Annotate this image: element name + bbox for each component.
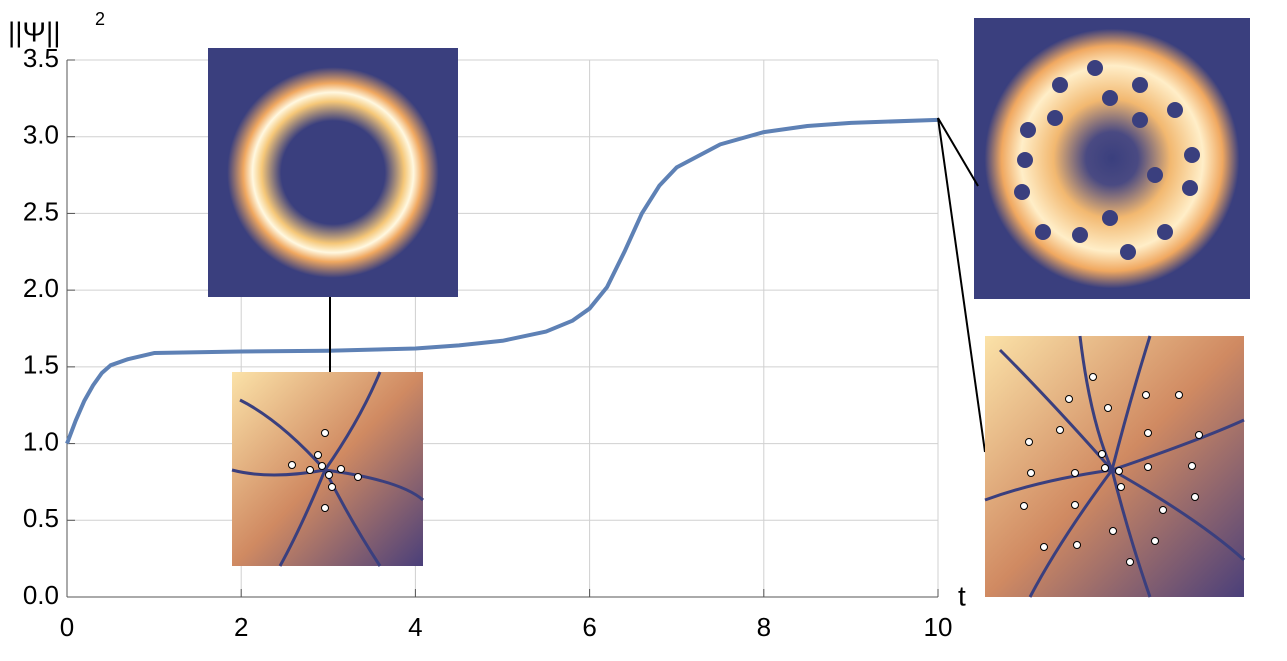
y-tick-label: 0.5	[23, 503, 59, 533]
y-axis-label-superscript: 2	[95, 9, 105, 29]
inset-phase-late	[984, 335, 1246, 598]
y-tick-label: 1.0	[23, 426, 59, 456]
x-tick-label: 0	[60, 612, 74, 642]
y-tick-label: 3.5	[23, 43, 59, 73]
y-tick-label: 1.5	[23, 350, 59, 380]
x-tick-label: 4	[408, 612, 422, 642]
y-tick-label: 2.0	[23, 273, 59, 303]
plot-area: 0.0 0.5 1.0 1.5 2.0 2.5 3.0 3.5 0 2 4 6 8 10	[23, 43, 953, 642]
x-axis-label: t	[958, 580, 966, 611]
inset-phase-early	[231, 371, 424, 567]
y-tick-label: 2.5	[23, 196, 59, 226]
x-tick-label: 8	[757, 612, 771, 642]
x-tick-label: 10	[924, 612, 953, 642]
y-tick-label: 3.0	[23, 120, 59, 150]
y-tick-label: 0.0	[23, 580, 59, 610]
x-tick-label: 2	[234, 612, 248, 642]
x-tick-label: 6	[582, 612, 596, 642]
inset-density-early	[208, 48, 458, 297]
data-line	[65, 117, 939, 445]
connector	[937, 117, 986, 453]
inset-density-late	[974, 18, 1250, 299]
y-axis-label: ||Ψ||	[8, 16, 61, 47]
connector	[937, 117, 979, 187]
